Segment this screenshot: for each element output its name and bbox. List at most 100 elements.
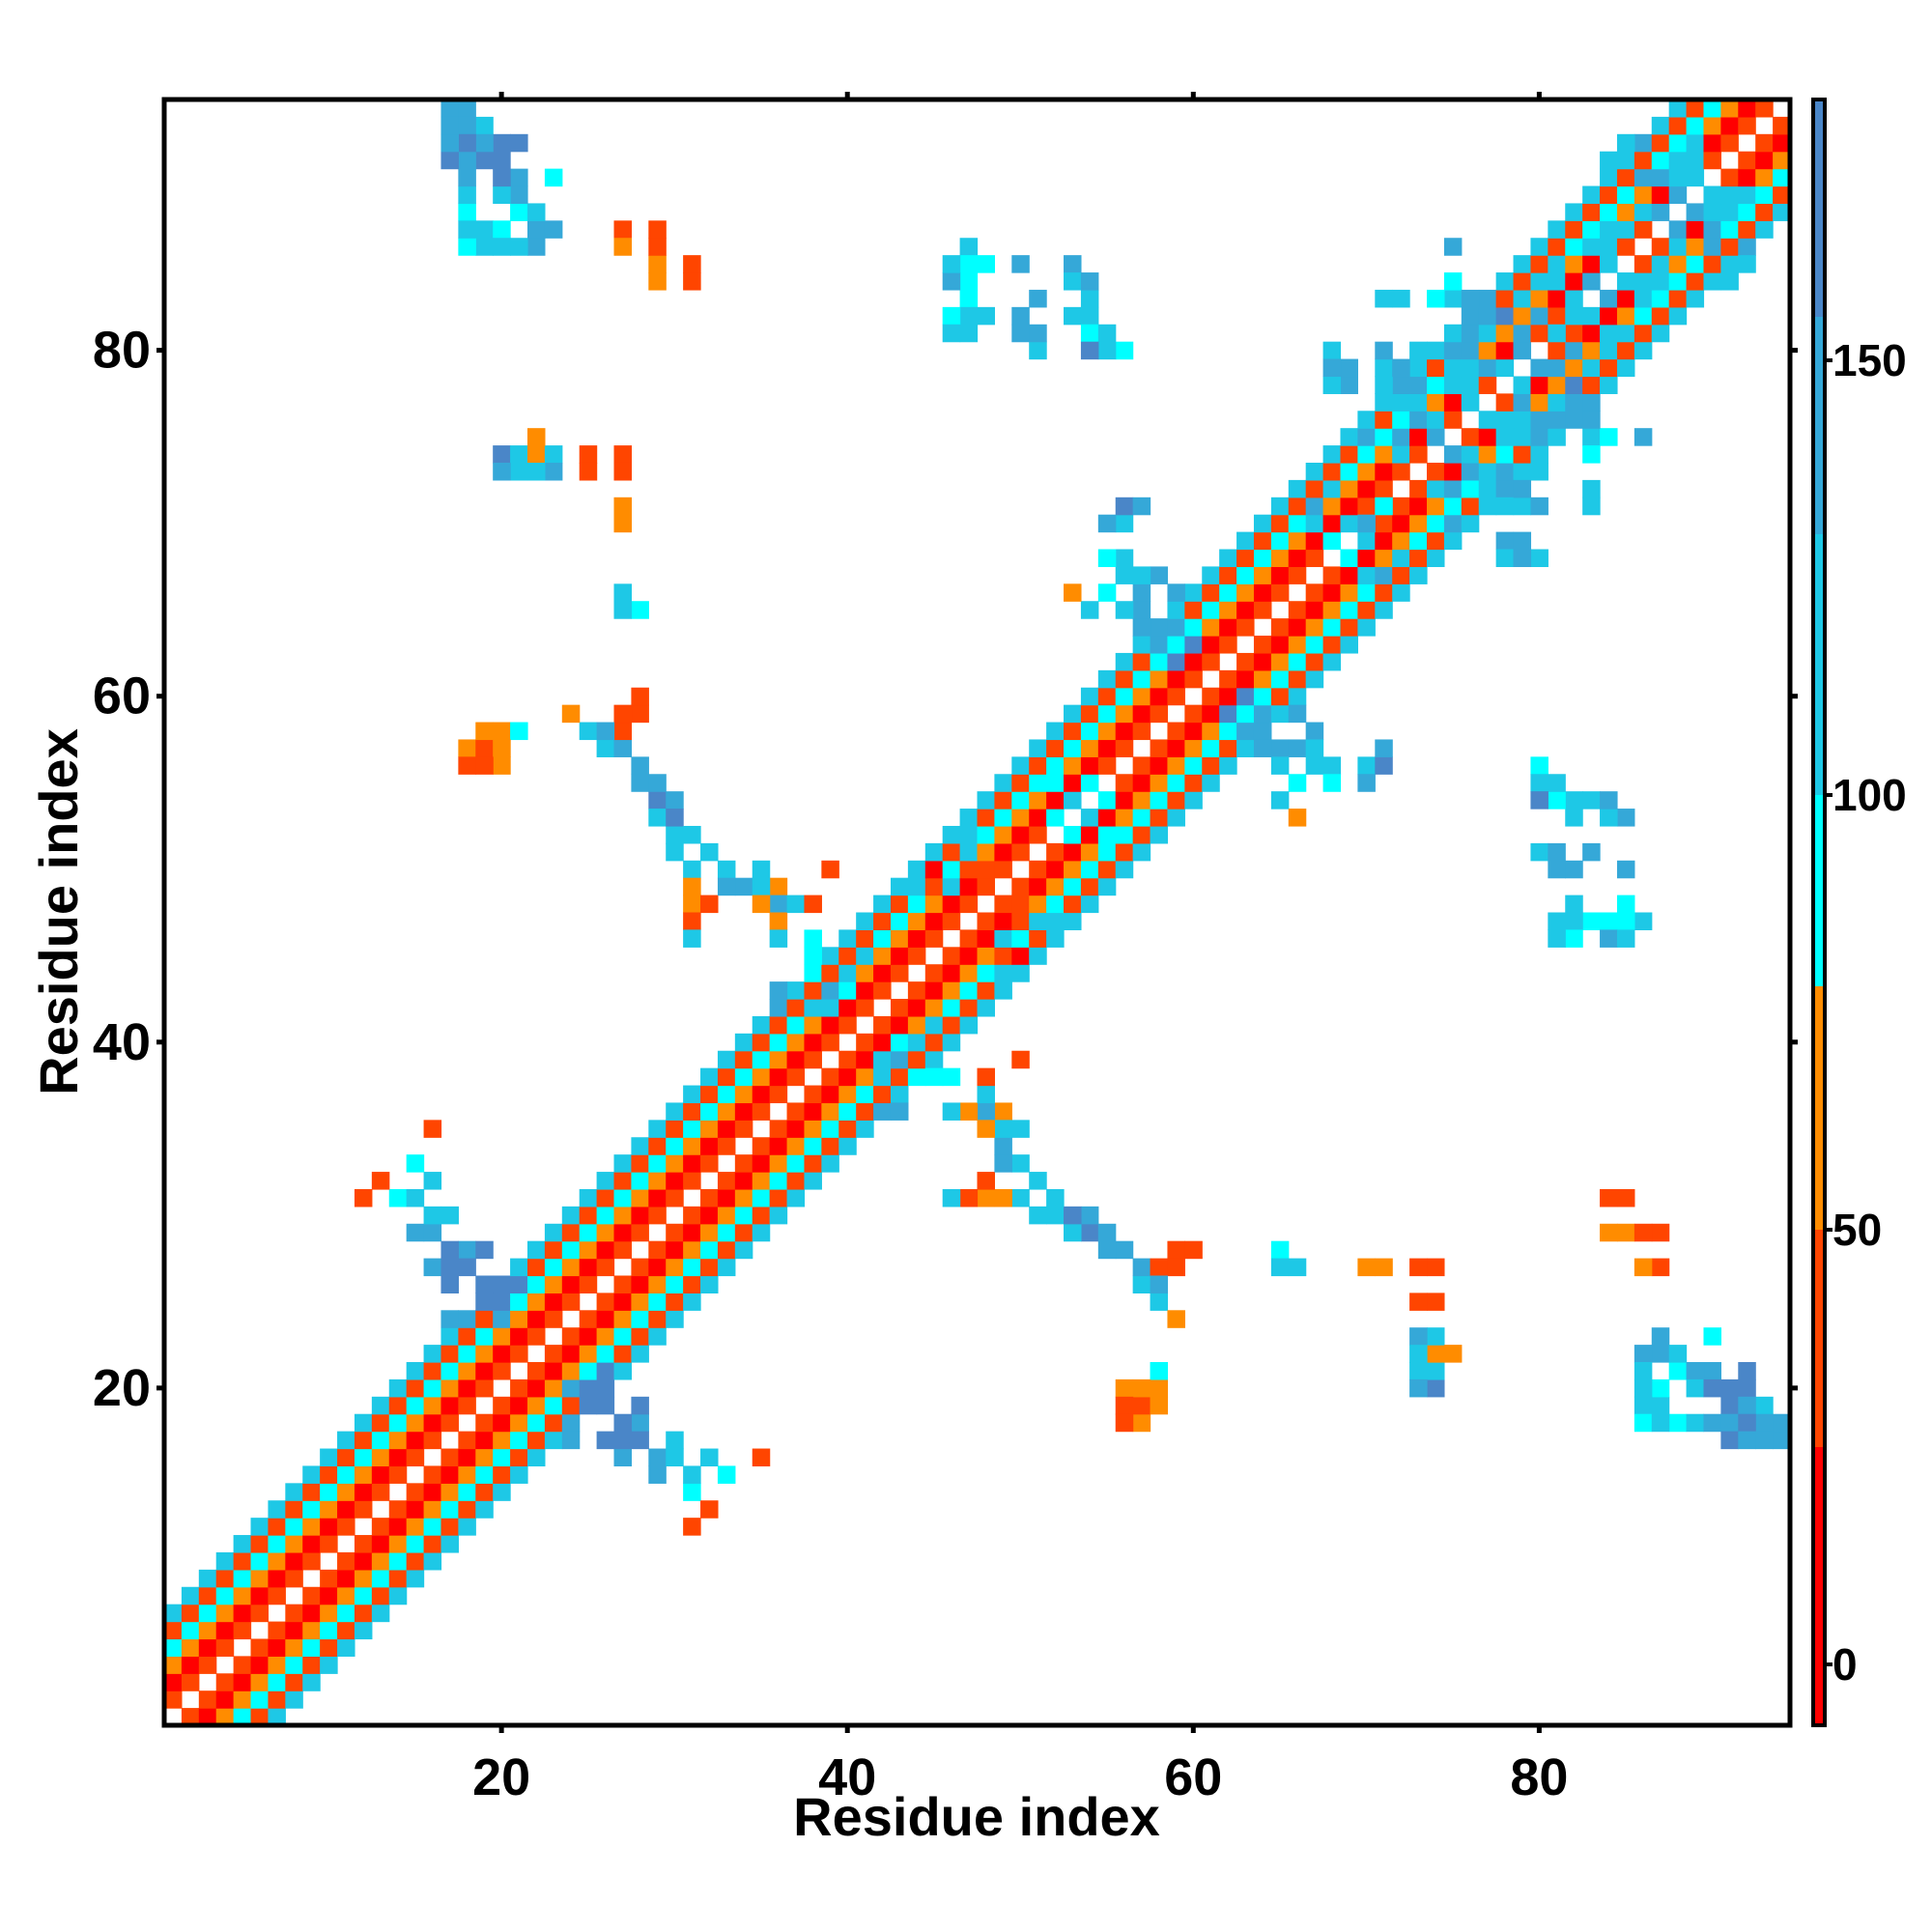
heatmap-cell — [1080, 687, 1099, 706]
heatmap-cell — [475, 722, 494, 741]
heatmap-cell — [458, 1518, 476, 1536]
heatmap-cell — [1064, 791, 1082, 810]
heatmap-cell — [354, 1551, 373, 1571]
y-tick-label: 40 — [93, 1013, 151, 1071]
heatmap-cell — [1461, 479, 1480, 498]
heatmap-cell — [700, 1102, 719, 1121]
heatmap-cell — [1651, 238, 1670, 256]
heatmap-cell — [1565, 324, 1583, 343]
heatmap-cell — [1443, 531, 1463, 551]
heatmap-cell — [1097, 842, 1117, 862]
heatmap-cell — [1582, 791, 1601, 810]
heatmap-cell — [1080, 704, 1099, 724]
heatmap-cell — [1064, 912, 1082, 931]
heatmap-cell — [994, 809, 1012, 827]
heatmap-cell — [1322, 479, 1342, 498]
heatmap-cell — [493, 238, 511, 256]
heatmap-cell — [458, 99, 476, 118]
heatmap-cell — [821, 999, 839, 1017]
heatmap-cell — [907, 912, 926, 931]
heatmap-cell — [388, 1448, 408, 1467]
heatmap-cell — [475, 1500, 494, 1519]
heatmap-cell — [942, 912, 961, 931]
heatmap-cell — [371, 1483, 390, 1501]
heatmap-cell — [544, 1362, 563, 1380]
heatmap-cell — [1548, 912, 1566, 931]
heatmap-cell — [873, 1015, 892, 1035]
heatmap-cell — [1011, 964, 1030, 982]
heatmap-cell — [458, 1310, 476, 1328]
heatmap-cell — [1616, 306, 1635, 326]
heatmap-cell — [613, 722, 633, 741]
heatmap-cell — [510, 238, 528, 256]
heatmap-cell — [1686, 255, 1705, 273]
heatmap-cell — [1548, 860, 1566, 879]
heatmap-cell — [1703, 1378, 1721, 1398]
heatmap-cell — [1375, 376, 1393, 394]
heatmap-cell — [320, 1604, 338, 1623]
heatmap-cell — [1616, 895, 1635, 914]
heatmap-cell — [1305, 497, 1324, 516]
x-tick-label: 40 — [818, 1748, 876, 1806]
heatmap-cell — [1565, 203, 1583, 221]
heatmap-cell — [1668, 99, 1688, 118]
heatmap-cell — [406, 1518, 425, 1536]
heatmap-cell — [268, 1500, 286, 1519]
heatmap-cell — [1427, 411, 1445, 429]
heatmap-cell — [406, 1500, 425, 1519]
heatmap-cell — [873, 947, 892, 965]
heatmap-cell — [1478, 445, 1497, 464]
heatmap-cell — [285, 1604, 303, 1623]
heatmap-cell — [1288, 479, 1307, 498]
heatmap-cell — [1097, 825, 1117, 844]
heatmap-cell — [1011, 947, 1030, 965]
heatmap-cell — [1029, 825, 1047, 844]
heatmap-cell — [302, 1604, 321, 1623]
heatmap-cell — [977, 842, 996, 862]
heatmap-cell — [1530, 255, 1548, 273]
heatmap-cell — [1582, 376, 1601, 394]
heatmap-cell — [458, 1378, 476, 1398]
heatmap-cell — [683, 825, 701, 844]
heatmap-cell — [804, 895, 822, 914]
heatmap-cell — [406, 1551, 425, 1571]
heatmap-cell — [856, 912, 874, 931]
heatmap-cell — [1097, 756, 1117, 775]
heatmap-cell — [1409, 393, 1428, 412]
heatmap-cell — [1634, 220, 1653, 239]
heatmap-cell — [1409, 1258, 1428, 1277]
heatmap-cell — [1600, 376, 1618, 394]
heatmap-cell — [683, 255, 701, 273]
heatmap-cell — [1600, 324, 1618, 343]
heatmap-cell — [648, 774, 667, 792]
heatmap-cell — [631, 1172, 649, 1190]
heatmap-cell — [1288, 669, 1307, 689]
heatmap-cell — [1703, 1362, 1721, 1380]
heatmap-cell — [924, 929, 944, 948]
heatmap-cell — [1651, 168, 1670, 187]
heatmap-cell — [337, 1638, 355, 1657]
heatmap-cell — [1548, 411, 1566, 429]
heatmap-cell — [1202, 687, 1220, 706]
heatmap-cell — [821, 860, 839, 879]
heatmap-cell — [1046, 756, 1065, 775]
heatmap-cell — [596, 1293, 615, 1311]
heatmap-cell — [1478, 497, 1497, 516]
heatmap-cell — [648, 1188, 667, 1208]
heatmap-cell — [1202, 739, 1220, 757]
x-tick-label: 20 — [472, 1748, 530, 1806]
heatmap-cell — [164, 1638, 183, 1657]
heatmap-cell — [631, 1275, 649, 1293]
heatmap-cell — [769, 1085, 788, 1104]
heatmap-cell — [1634, 151, 1653, 170]
heatmap-cell — [579, 1188, 598, 1208]
heatmap-cell — [717, 877, 736, 896]
heatmap-cell — [613, 1362, 633, 1380]
heatmap-cell — [233, 1551, 252, 1571]
heatmap-cell — [683, 877, 701, 896]
heatmap-cell — [320, 1586, 338, 1605]
heatmap-cell — [1080, 774, 1099, 792]
heatmap-cell — [994, 842, 1012, 862]
heatmap-cell — [1634, 1345, 1653, 1363]
